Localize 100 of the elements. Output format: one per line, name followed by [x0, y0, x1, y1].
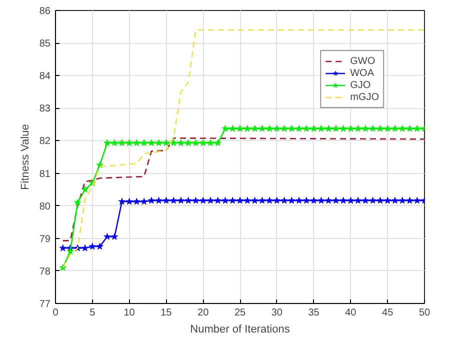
point	[398, 124, 406, 132]
line-series	[62, 137, 424, 242]
point	[273, 196, 280, 204]
point	[81, 186, 89, 193]
point	[148, 196, 156, 204]
point	[295, 196, 303, 204]
point	[222, 124, 229, 132]
point	[110, 139, 118, 146]
point	[214, 139, 222, 146]
point	[118, 139, 126, 146]
y-tick-label: 86	[39, 6, 51, 17]
point	[192, 196, 200, 204]
x-tick-label: 15	[160, 308, 172, 318]
point	[236, 124, 244, 132]
point	[170, 196, 178, 204]
point	[406, 196, 414, 204]
x-tick-label: 20	[198, 308, 210, 318]
point	[206, 196, 214, 204]
point	[88, 242, 96, 250]
point	[214, 196, 222, 204]
y-tick-label: 85	[39, 38, 51, 50]
point	[162, 196, 170, 204]
point	[200, 196, 207, 204]
point	[369, 124, 376, 132]
point	[184, 139, 192, 146]
point	[206, 139, 214, 146]
point	[347, 196, 354, 204]
point	[126, 139, 133, 146]
point	[229, 124, 236, 132]
point	[74, 198, 82, 206]
x-tick-label: 5	[90, 308, 96, 318]
point	[310, 124, 318, 132]
y-tick-label: 84	[39, 71, 51, 82]
point	[340, 124, 347, 132]
point	[258, 124, 266, 132]
point	[155, 139, 162, 146]
y-tick-label: 81	[39, 168, 51, 180]
point	[398, 196, 406, 204]
x-tick-label: 50	[418, 308, 430, 318]
y-axis-title: Fitness Value	[19, 124, 32, 190]
x-axis-title: Number of Iterations	[190, 324, 290, 336]
x-tick-label: 30	[271, 308, 283, 318]
point	[332, 124, 340, 132]
point	[162, 139, 170, 146]
point	[222, 196, 229, 204]
x-tick-label: 0	[52, 308, 59, 318]
point	[81, 244, 89, 252]
point	[66, 248, 74, 254]
point	[140, 198, 148, 205]
point	[406, 124, 414, 132]
y-tick-label: 79	[39, 234, 51, 245]
point	[126, 198, 133, 205]
y-tick-label: 77	[39, 299, 51, 310]
point	[340, 196, 347, 204]
point	[104, 139, 111, 146]
point	[192, 139, 200, 146]
point	[104, 233, 111, 240]
point	[133, 198, 140, 205]
point	[318, 196, 325, 204]
point	[155, 196, 162, 204]
point	[384, 196, 392, 204]
point	[133, 139, 140, 146]
x-tick-label: 35	[308, 308, 320, 318]
point	[244, 124, 251, 132]
x-tick-label: 40	[345, 308, 357, 318]
y-tick-label: 83	[39, 104, 51, 115]
point	[170, 139, 178, 146]
point	[414, 196, 421, 204]
point	[236, 196, 244, 204]
point	[369, 196, 376, 204]
point	[110, 233, 118, 240]
y-tick-label: 80	[39, 201, 51, 212]
legend-label: GJO	[350, 79, 371, 91]
point	[362, 196, 370, 204]
point	[414, 124, 421, 132]
legend-label: mGJO	[350, 91, 379, 103]
point	[324, 196, 332, 204]
point	[391, 124, 399, 132]
point	[229, 196, 236, 204]
point	[140, 139, 148, 146]
point	[280, 124, 288, 132]
point	[148, 139, 156, 146]
legend-label: WOA	[350, 67, 374, 79]
point	[96, 242, 104, 250]
point	[244, 196, 251, 204]
point	[318, 124, 325, 132]
point	[295, 124, 303, 132]
point	[362, 124, 370, 132]
legend-label: GWO	[350, 55, 376, 67]
point	[376, 196, 384, 204]
point	[184, 196, 192, 204]
point	[251, 124, 258, 132]
point	[200, 139, 207, 146]
point	[324, 124, 332, 132]
point	[354, 124, 362, 132]
x-tick-label: 10	[124, 308, 136, 318]
x-tick-label: 45	[382, 308, 394, 318]
point	[258, 196, 266, 204]
point	[384, 124, 392, 132]
point	[266, 196, 274, 204]
